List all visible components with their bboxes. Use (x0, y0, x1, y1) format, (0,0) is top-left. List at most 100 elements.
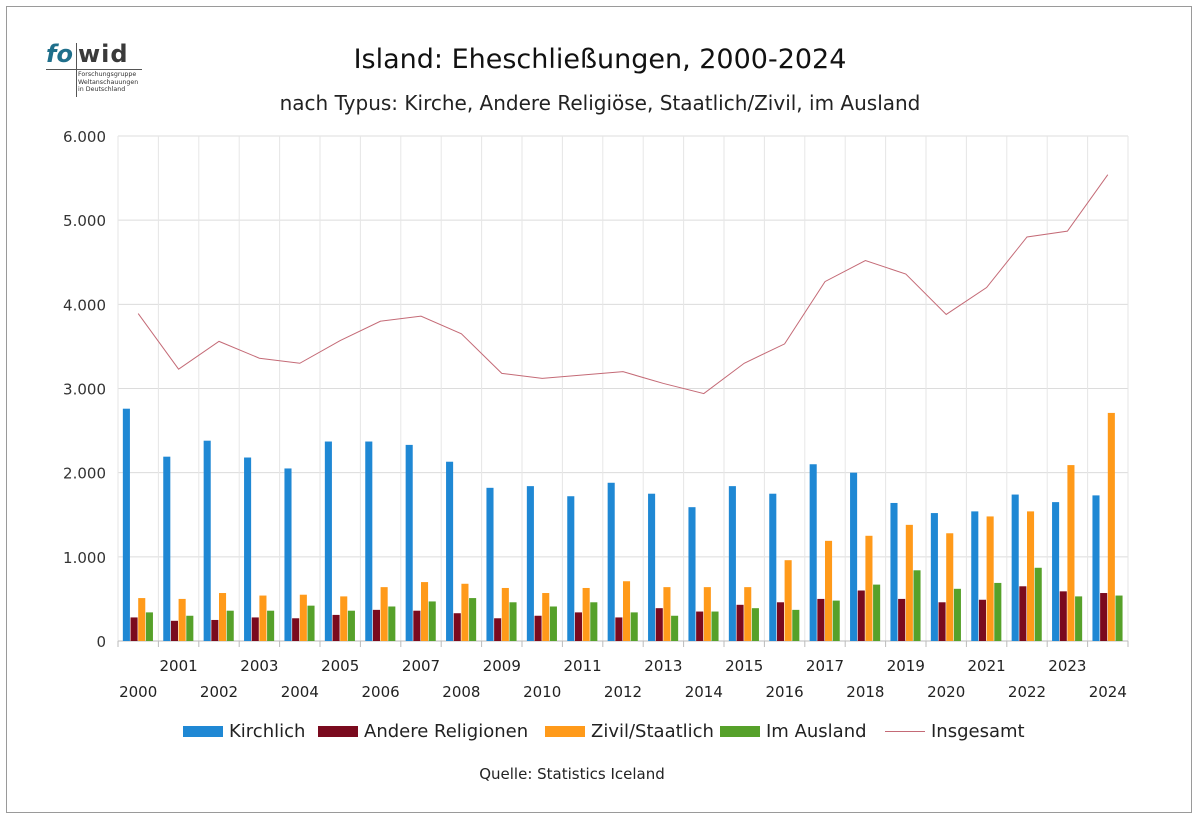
x-tick-label: 2015 (725, 657, 763, 675)
x-tick-label: 2024 (1089, 683, 1127, 701)
bar-zivil-staatlich (340, 596, 348, 641)
bar-im-ausland (953, 588, 961, 641)
bar-andere-religionen (1059, 591, 1067, 641)
bar-kirchlich (203, 440, 211, 641)
bar-zivil-staatlich (1107, 412, 1115, 641)
bar-andere-religionen (898, 598, 906, 641)
bar-kirchlich (122, 408, 130, 641)
bar-zivil-staatlich (703, 587, 711, 641)
bar-kirchlich (728, 486, 736, 641)
bar-zivil-staatlich (1067, 465, 1075, 641)
bar-kirchlich (284, 468, 292, 641)
legend-item: Zivil/Staatlich (545, 718, 714, 744)
bar-kirchlich (648, 493, 656, 641)
bar-zivil-staatlich (421, 582, 429, 641)
y-tick-label: 0 (96, 633, 106, 651)
x-tick-label: 2002 (200, 683, 238, 701)
x-tick-label: 2019 (887, 657, 925, 675)
bar-kirchlich (607, 482, 615, 641)
x-tick-label: 2016 (766, 683, 804, 701)
bar-andere-religionen (655, 608, 663, 641)
line-insgesamt (137, 174, 1109, 395)
bar-kirchlich (1092, 495, 1100, 641)
x-tick-label: 2007 (402, 657, 440, 675)
bar-im-ausland (549, 606, 557, 641)
legend-item: Kirchlich (183, 718, 305, 744)
bar-kirchlich (769, 493, 777, 641)
x-tick-label: 2013 (644, 657, 682, 675)
bar-andere-religionen (1019, 586, 1027, 641)
bar-andere-religionen (817, 598, 825, 641)
bar-kirchlich (688, 507, 696, 641)
x-tick-label: 2018 (846, 683, 884, 701)
legend-label: Kirchlich (229, 720, 306, 742)
bar-im-ausland (1034, 567, 1042, 641)
chart-title: Island: Eheschließungen, 2000-2024 (353, 44, 847, 75)
bar-im-ausland (630, 612, 638, 641)
bar-kirchlich (1052, 502, 1060, 641)
x-tick-label: 2008 (442, 683, 480, 701)
legend-swatch (545, 725, 585, 737)
bar-andere-religionen (776, 602, 784, 641)
x-tick-label: 2001 (160, 657, 198, 675)
legend-swatch (318, 725, 358, 737)
bar-zivil-staatlich (582, 587, 590, 641)
bar-im-ausland (428, 601, 436, 641)
bar-im-ausland (226, 610, 234, 641)
y-tick-label: 6.000 (63, 128, 106, 146)
bar-andere-religionen (453, 613, 461, 641)
x-tick-label: 2004 (281, 683, 319, 701)
bar-im-ausland (873, 584, 881, 641)
bar-andere-religionen (332, 614, 340, 641)
bar-andere-religionen (696, 611, 704, 641)
bar-zivil-staatlich (542, 593, 550, 641)
x-tick-label: 2014 (685, 683, 723, 701)
x-tick-label: 2021 (968, 657, 1006, 675)
bar-kirchlich (365, 441, 373, 641)
bar-kirchlich (1011, 494, 1019, 641)
y-tick-label: 4.000 (63, 296, 106, 314)
x-tick-label: 2009 (483, 657, 521, 675)
bar-im-ausland (347, 610, 355, 641)
x-tick-label: 2020 (927, 683, 965, 701)
bar-im-ausland (671, 615, 679, 641)
bar-im-ausland (186, 615, 194, 641)
bar-kirchlich (850, 472, 858, 641)
legend-swatch (183, 725, 223, 737)
bar-im-ausland (388, 606, 396, 641)
bar-zivil-staatlich (986, 516, 994, 641)
bar-andere-religionen (251, 617, 259, 641)
x-tick-label: 2012 (604, 683, 642, 701)
bar-im-ausland (1115, 595, 1123, 641)
bar-andere-religionen (413, 610, 421, 641)
logo-fo-text: fo (46, 40, 73, 68)
bar-im-ausland (751, 608, 759, 641)
bar-kirchlich (405, 444, 413, 641)
x-tick-label: 2000 (119, 683, 157, 701)
bar-im-ausland (832, 600, 840, 641)
chart-frame (6, 6, 1192, 813)
bar-im-ausland (792, 609, 800, 641)
x-tick-label: 2011 (564, 657, 602, 675)
legend-label: Insgesamt (931, 720, 1025, 742)
bar-im-ausland (509, 602, 517, 641)
y-tick-label: 3.000 (63, 381, 106, 399)
bar-zivil-staatlich (784, 560, 792, 641)
bar-kirchlich (486, 487, 494, 641)
bar-andere-religionen (574, 612, 582, 641)
legend-swatch (885, 730, 925, 732)
bar-im-ausland (994, 582, 1002, 641)
legend-label: Andere Religionen (364, 720, 529, 742)
bar-andere-religionen (130, 617, 138, 641)
bar-zivil-staatlich (138, 598, 146, 641)
legend-label: Im Ausland (766, 720, 867, 742)
chart-source: Quelle: Statistics Iceland (479, 765, 665, 783)
bar-zivil-staatlich (299, 594, 307, 641)
bar-im-ausland (469, 598, 477, 641)
bar-kirchlich (526, 486, 534, 641)
bar-im-ausland (913, 570, 921, 641)
bar-andere-religionen (736, 604, 744, 641)
chart-subtitle: nach Typus: Kirche, Andere Religiöse, St… (279, 91, 921, 115)
x-tick-label: 2023 (1048, 657, 1086, 675)
x-tick-label: 2003 (240, 657, 278, 675)
